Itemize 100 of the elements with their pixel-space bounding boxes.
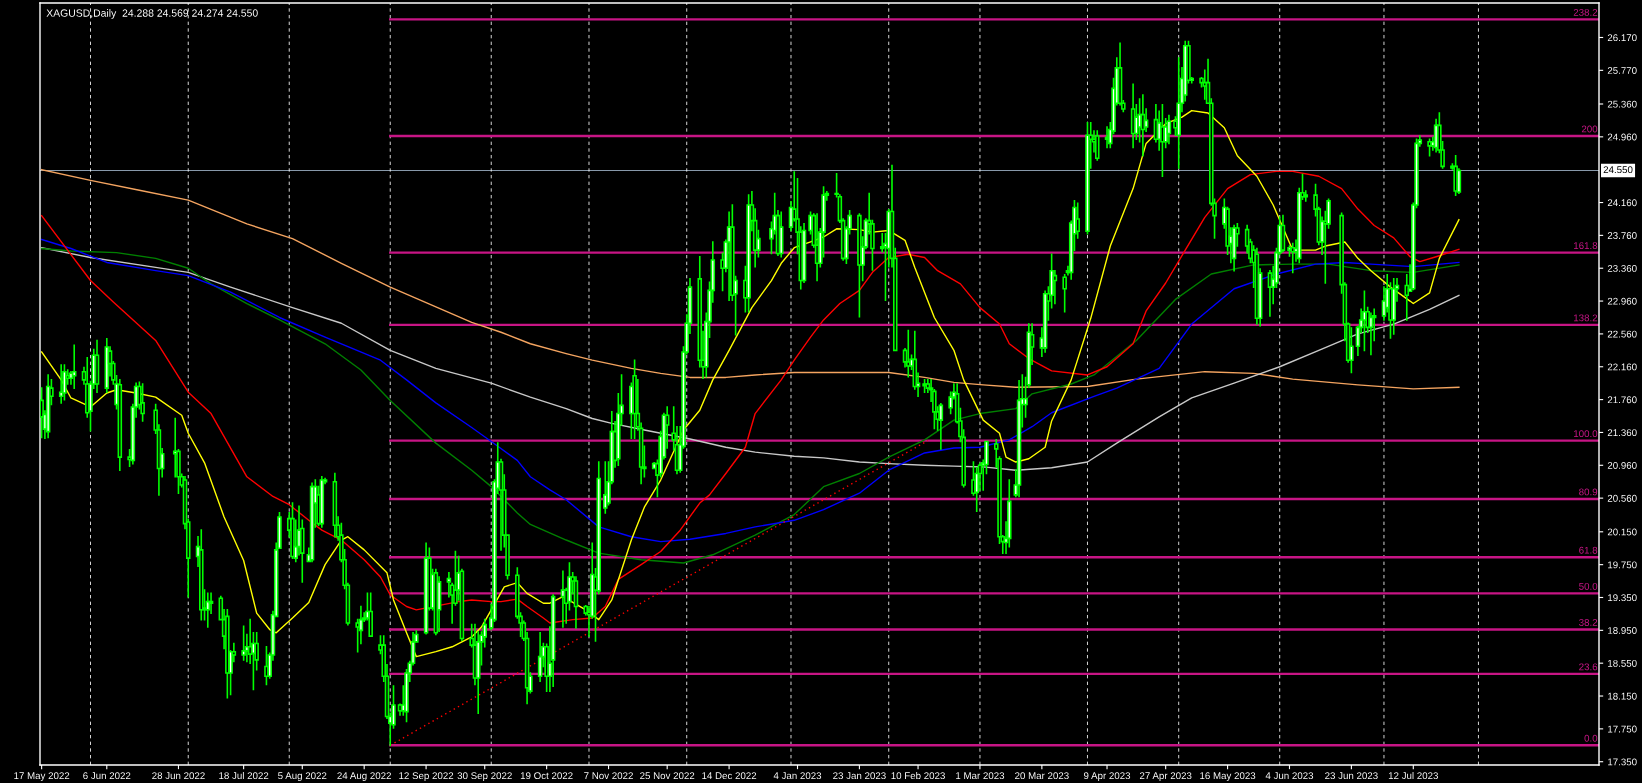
candlestick [1362, 290, 1367, 352]
y-tick-label: 25.770 [1607, 67, 1637, 74]
candlestick [1062, 273, 1067, 313]
y-tick-label: 24.160 [1607, 199, 1637, 207]
candlestick [1280, 214, 1286, 253]
series-label: 38.2 [1579, 619, 1598, 626]
series-label: 200 [1581, 125, 1598, 133]
ref-line-label: 24.550 [1603, 166, 1633, 174]
y-tick-label: 18.950 [1608, 627, 1637, 634]
x-tick-label: 17 May 2022 [14, 772, 70, 782]
candlestick [1160, 104, 1165, 178]
series-label: 61.8 [1579, 546, 1598, 554]
candlestick [290, 502, 295, 559]
x-tick-label: 1 Mar 2023 [956, 772, 1005, 780]
candlestick [368, 592, 373, 637]
candlestick [1453, 154, 1458, 196]
candlestick [1042, 290, 1048, 353]
series-label: 238.2 [1573, 8, 1598, 16]
candlestick [45, 374, 51, 439]
text: XAGUSD,Daily 24.288 24.569 24.274 24.550 [46, 9, 258, 19]
candlestick [603, 461, 608, 514]
x-tick-label: 23 Jan 2023 [833, 772, 886, 780]
x-tick-label: 19 Oct 2022 [520, 772, 573, 780]
candlestick [1427, 138, 1432, 157]
series-label: 23.6 [1579, 663, 1598, 671]
x-tick-label: 20 Mar 2023 [1015, 772, 1069, 780]
x-tick-label: 30 Sep 2022 [457, 772, 512, 782]
series-label: 50.0 [1579, 582, 1598, 590]
candlestick [1130, 83, 1136, 149]
x-tick-label: 9 Apr 2023 [1083, 772, 1131, 782]
y-tick-label: 22.960 [1607, 297, 1637, 305]
candlestick [104, 338, 110, 394]
candlestick [94, 339, 100, 394]
x-tick-label: 27 Apr 2023 [1139, 772, 1192, 782]
y-tick-label: 20.560 [1607, 494, 1637, 502]
candlestick [1104, 126, 1110, 149]
y-tick-label: 20.960 [1607, 462, 1637, 469]
y-tick-label: 17.350 [1608, 758, 1637, 766]
candlestick [58, 364, 64, 404]
series-label: 80.9 [1579, 488, 1598, 496]
candlestick [1267, 269, 1273, 317]
candlestick [62, 364, 67, 401]
y-tick-label: 23.360 [1607, 264, 1637, 272]
x-tick-label: 16 May 2023 [1200, 772, 1256, 782]
x-tick-label: 14 Dec 2022 [702, 772, 757, 780]
candlestick [537, 632, 543, 683]
y-tick-label: 22.160 [1607, 363, 1637, 371]
candlestick [857, 213, 862, 318]
candlestick [1140, 94, 1146, 157]
candlestick [205, 592, 211, 628]
x-tick-label: 28 Jun 2022 [152, 772, 205, 780]
y-tick-label: 22.560 [1607, 330, 1637, 338]
line-series [40, 109, 1460, 658]
candlestick [1290, 242, 1295, 274]
x-tick-label: 10 Feb 2023 [891, 771, 945, 780]
candlestick [117, 379, 123, 472]
series-label: 100.0 [1574, 430, 1598, 438]
x-tick-label: 5 Aug 2022 [278, 772, 327, 782]
y-tick-label: 17.750 [1608, 725, 1637, 733]
candlestick [632, 359, 637, 439]
candlestick [40, 387, 44, 439]
series-label: 0.0 [1584, 734, 1598, 742]
x-tick-label: 18 Jul 2022 [219, 771, 269, 780]
candlestick [906, 329, 911, 378]
x-tick-label: 4 Jun 2023 [1265, 772, 1314, 780]
candlestick [199, 529, 204, 621]
candlestick [560, 570, 566, 628]
candlestick [71, 344, 77, 389]
candlestick [573, 576, 579, 629]
line-series [40, 246, 1460, 471]
candlestick [746, 194, 751, 313]
candlestick [140, 383, 145, 422]
candlestick [922, 379, 927, 394]
x-tick-label: 25 Nov 2022 [640, 772, 695, 780]
candlestick [1391, 278, 1397, 335]
x-tick-label: 12 Sep 2022 [399, 772, 454, 782]
y-tick-label: 19.350 [1608, 594, 1637, 602]
candlestick [938, 402, 944, 450]
candlestick [332, 472, 338, 538]
y-tick-label: 26.170 [1607, 34, 1637, 42]
y-tick-label: 19.750 [1608, 561, 1637, 569]
series-label: 138.2 [1574, 314, 1598, 322]
y-tick-label: 18.150 [1608, 692, 1637, 700]
y-tick-label: 24.960 [1607, 133, 1637, 141]
x-tick-label: 12 Jul 2023 [1388, 771, 1438, 780]
y-tick-label: 25.360 [1607, 100, 1637, 108]
line-series [40, 168, 1460, 390]
candlestick [1166, 114, 1172, 145]
series-label: 161.8 [1574, 242, 1598, 250]
candlestick [225, 609, 230, 699]
candlestick [814, 213, 820, 282]
candlestick [1094, 130, 1100, 161]
x-tick-label: 6 Jun 2022 [83, 772, 131, 780]
x-tick-label: 7 Nov 2022 [584, 772, 633, 780]
candlestick [778, 211, 784, 258]
y-tick-label: 20.150 [1607, 528, 1637, 536]
y-tick-label: 18.550 [1608, 659, 1637, 667]
candlestick [319, 475, 325, 528]
line-series [40, 170, 1460, 624]
x-tick-label: 23 Jun 2023 [1325, 772, 1378, 780]
